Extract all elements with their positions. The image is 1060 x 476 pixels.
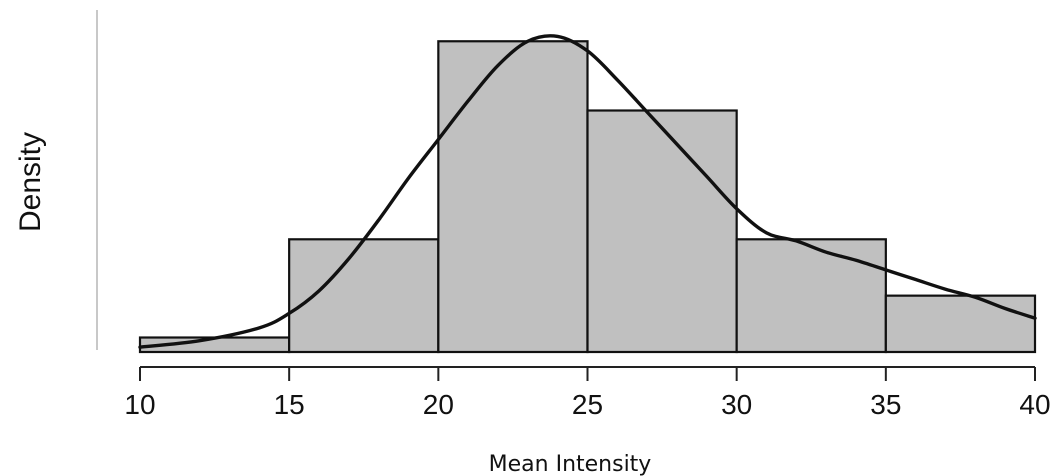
x-tick-label-15: 15	[274, 389, 305, 420]
histogram-bar-30-35	[735, 238, 887, 354]
x-tick-label-35: 35	[870, 389, 901, 420]
x-axis-label: Mean Intensity	[489, 452, 652, 476]
density-curve	[138, 34, 1037, 349]
histogram-bars	[138, 40, 1037, 354]
histogram-bar-25-30	[586, 109, 738, 354]
x-tick-label-25: 25	[572, 389, 603, 420]
y-axis-label: Density	[14, 132, 47, 232]
x-tick-label-20: 20	[423, 389, 454, 420]
histogram-bar-20-25	[437, 40, 589, 354]
histogram-bar-35-40	[884, 294, 1037, 354]
x-tick-label-40: 40	[1019, 389, 1050, 420]
x-tick-label-10: 10	[124, 389, 155, 420]
x-tick-label-30: 30	[721, 389, 752, 420]
x-axis-ticks: 10 15 20 25 30 35 40	[124, 367, 1051, 420]
